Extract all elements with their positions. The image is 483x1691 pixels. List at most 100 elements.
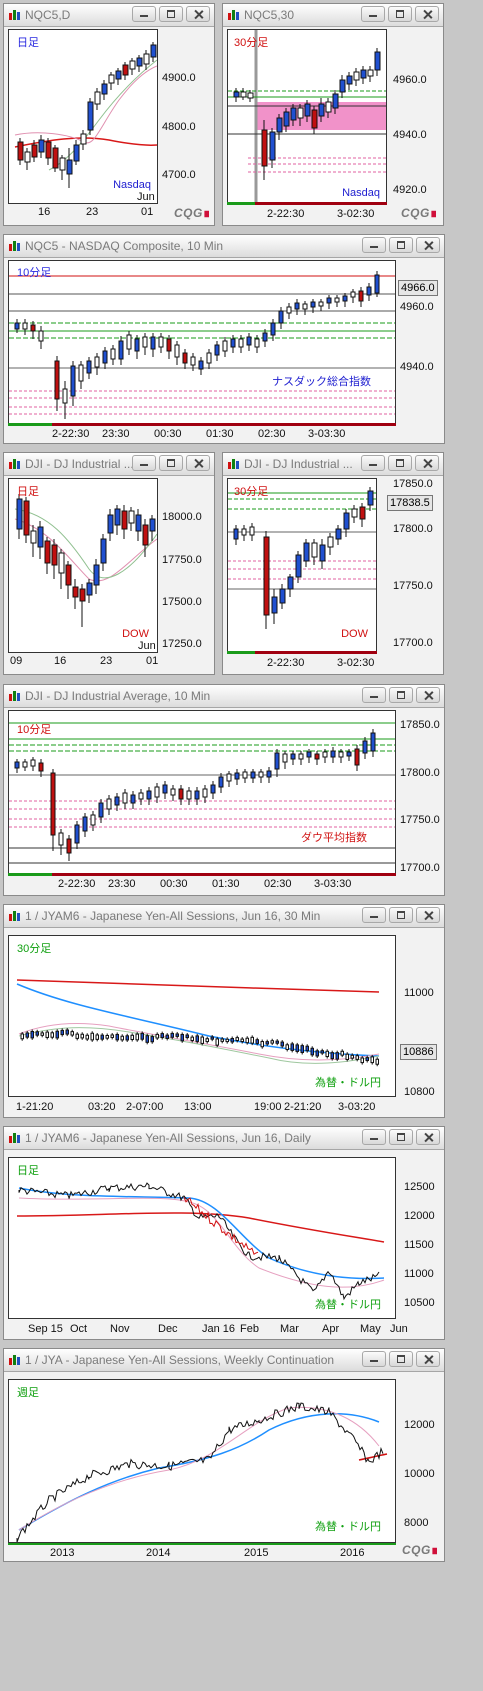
- instrument-footer-label: 為替・ドル円: [315, 1077, 381, 1089]
- chart-plot-area[interactable]: 30分足 為替・ドル円: [8, 935, 396, 1097]
- maximize-button[interactable]: [388, 6, 412, 22]
- maximize-button[interactable]: [389, 1129, 413, 1145]
- chart-plot-area[interactable]: 日足 Nasdaq: [8, 29, 158, 204]
- maximize-button[interactable]: [389, 1351, 413, 1367]
- instrument-footer-label: Nasdaq: [342, 187, 380, 199]
- maximize-button[interactable]: [159, 455, 183, 471]
- close-button[interactable]: [186, 455, 210, 471]
- minimize-button[interactable]: [361, 455, 385, 471]
- chart-plot-area[interactable]: 30分足 Nasdaq: [227, 29, 387, 204]
- title-bar[interactable]: 1 / JYA - Japanese Yen-All Sessions, Wee…: [4, 1349, 444, 1372]
- y-tick: 17750.0: [400, 814, 440, 826]
- y-tick: 4920.0: [393, 184, 427, 196]
- minimize-button[interactable]: [361, 6, 385, 22]
- chart-plot-area[interactable]: 10分足 ダウ平均指数: [8, 710, 396, 875]
- chart-window-nqc5-10min[interactable]: NQC5 - NASDAQ Composite, 10 Min: [3, 234, 445, 444]
- title-bar[interactable]: NQC5,D: [4, 4, 214, 27]
- close-button[interactable]: [415, 455, 439, 471]
- last-price-label: 4966.0: [398, 280, 438, 296]
- session-strip: [255, 202, 387, 205]
- chart-app-icon: [228, 458, 239, 469]
- y-tick: 10000: [404, 1468, 435, 1480]
- chart-app-icon: [9, 458, 20, 469]
- x-tick: Mar: [280, 1323, 299, 1335]
- close-button[interactable]: [416, 1129, 440, 1145]
- x-tick: Dec: [158, 1323, 178, 1335]
- x-tick: Jun: [390, 1323, 408, 1335]
- maximize-button[interactable]: [389, 237, 413, 253]
- maximize-button[interactable]: [389, 907, 413, 923]
- instrument-footer-label: ダウ平均指数: [301, 832, 367, 844]
- x-tick: Nov: [110, 1323, 130, 1335]
- chart-plot-area[interactable]: 週足 為替・ドル円: [8, 1379, 396, 1543]
- x-tick: 3-03:30: [314, 878, 352, 890]
- title-bar[interactable]: DJI - DJ Industrial ...: [223, 453, 443, 476]
- session-strip: [227, 202, 255, 205]
- title-bar[interactable]: DJI - DJ Industrial ...: [4, 453, 214, 476]
- close-button[interactable]: [416, 1351, 440, 1367]
- minimize-button[interactable]: [132, 455, 156, 471]
- chart-window-jyam6-30min[interactable]: 1 / JYAM6 - Japanese Yen-All Sessions, J…: [3, 904, 445, 1118]
- close-button[interactable]: [416, 237, 440, 253]
- chart-window-jya-weekly[interactable]: 1 / JYA - Japanese Yen-All Sessions, Wee…: [3, 1348, 445, 1562]
- price-chart: [16, 1402, 388, 1542]
- title-bar[interactable]: NQC5 - NASDAQ Composite, 10 Min: [4, 235, 444, 258]
- x-tick: 01: [146, 655, 159, 667]
- session-strip: [52, 873, 396, 876]
- minimize-button[interactable]: [362, 687, 386, 703]
- y-tick: 4900.0: [162, 72, 196, 84]
- title-bar[interactable]: 1 / JYAM6 - Japanese Yen-All Sessions, J…: [4, 905, 444, 928]
- minimize-button[interactable]: [362, 907, 386, 923]
- x-tick: 3-03:30: [308, 428, 346, 440]
- chart-plot-area[interactable]: 日足 為替・ドル円: [8, 1157, 396, 1319]
- chart-window-dji-daily[interactable]: DJI - DJ Industrial ...: [3, 452, 215, 675]
- chart-window-nqc5-30min[interactable]: NQC5,30: [222, 3, 444, 226]
- chart-window-dji-30min[interactable]: DJI - DJ Industrial ...: [222, 452, 444, 675]
- maximize-button[interactable]: [159, 6, 183, 22]
- x-tick: 2016: [340, 1547, 365, 1559]
- close-button[interactable]: [415, 6, 439, 22]
- chart-window-nqc5-daily[interactable]: NQC5,D: [3, 3, 215, 226]
- minimize-button[interactable]: [362, 237, 386, 253]
- x-tick: Sep 15: [28, 1323, 63, 1335]
- x-tick: 23: [100, 655, 113, 667]
- minimize-button[interactable]: [362, 1351, 386, 1367]
- cqg-logo: CQG∎: [174, 206, 211, 220]
- x-tick: 3-03:20: [338, 1101, 376, 1113]
- maximize-button[interactable]: [389, 687, 413, 703]
- instrument-footer-label: DOW: [341, 628, 368, 640]
- title-bar[interactable]: NQC5,30: [223, 4, 443, 27]
- y-tick: 12000: [404, 1419, 435, 1431]
- x-tick: 09: [10, 655, 23, 667]
- close-button[interactable]: [186, 6, 210, 22]
- chart-window-dji-10min[interactable]: DJI - DJ Industrial Average, 10 Min: [3, 684, 445, 896]
- y-tick: 4960.0: [393, 74, 427, 86]
- window-title: DJI - DJ Industrial Average, 10 Min: [25, 689, 211, 703]
- minimize-button[interactable]: [362, 1129, 386, 1145]
- x-tick: 2-07:00: [126, 1101, 164, 1113]
- x-axis: Sep 15 Oct Nov Dec Jan 16 Feb Mar Apr Ma…: [8, 1321, 408, 1341]
- y-tick: 11500: [404, 1239, 434, 1251]
- price-chart: [228, 487, 376, 629]
- chart-app-icon: [9, 690, 20, 701]
- chart-window-jyam6-daily[interactable]: 1 / JYAM6 - Japanese Yen-All Sessions, J…: [3, 1126, 445, 1340]
- chart-plot-area[interactable]: 10分足 ナスダック総合指数: [8, 260, 396, 425]
- y-tick: 4960.0: [400, 301, 434, 313]
- chart-plot-area[interactable]: 30分足 DOW: [227, 478, 377, 653]
- period-label: 30分足: [234, 37, 269, 49]
- maximize-button[interactable]: [388, 455, 412, 471]
- window-title: NQC5 - NASDAQ Composite, 10 Min: [25, 239, 224, 253]
- title-bar[interactable]: DJI - DJ Industrial Average, 10 Min: [4, 685, 444, 708]
- chart-plot-area[interactable]: 日足 DOW: [8, 478, 158, 653]
- price-chart: [9, 271, 395, 419]
- close-button[interactable]: [416, 907, 440, 923]
- x-tick: 02:30: [258, 428, 286, 440]
- title-bar[interactable]: 1 / JYAM6 - Japanese Yen-All Sessions, J…: [4, 1127, 444, 1150]
- chart-app-icon: [9, 1132, 20, 1143]
- minimize-button[interactable]: [132, 6, 156, 22]
- y-tick: 10800: [404, 1086, 435, 1098]
- close-button[interactable]: [416, 687, 440, 703]
- price-chart: [9, 722, 395, 864]
- x-tick: 2013: [50, 1547, 75, 1559]
- x-tick: May: [360, 1323, 381, 1335]
